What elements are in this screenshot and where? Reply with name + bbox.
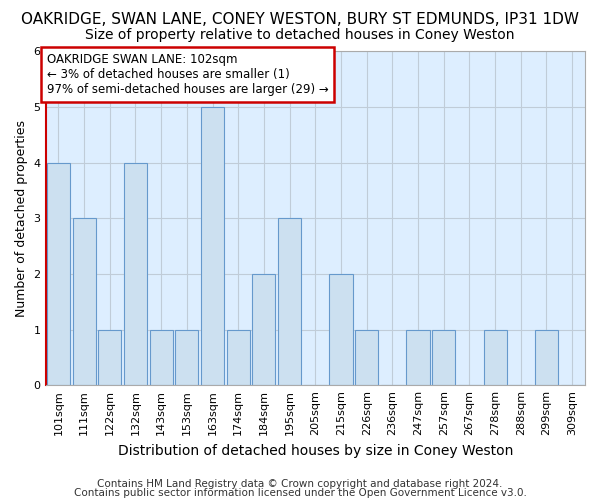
Text: OAKRIDGE, SWAN LANE, CONEY WESTON, BURY ST EDMUNDS, IP31 1DW: OAKRIDGE, SWAN LANE, CONEY WESTON, BURY … xyxy=(21,12,579,28)
Bar xyxy=(484,330,506,385)
Text: Contains public sector information licensed under the Open Government Licence v3: Contains public sector information licen… xyxy=(74,488,526,498)
Bar xyxy=(329,274,353,385)
Text: Size of property relative to detached houses in Coney Weston: Size of property relative to detached ho… xyxy=(85,28,515,42)
Bar xyxy=(278,218,301,385)
Y-axis label: Number of detached properties: Number of detached properties xyxy=(15,120,28,317)
Bar xyxy=(47,162,70,385)
X-axis label: Distribution of detached houses by size in Coney Weston: Distribution of detached houses by size … xyxy=(118,444,513,458)
Text: OAKRIDGE SWAN LANE: 102sqm
← 3% of detached houses are smaller (1)
97% of semi-d: OAKRIDGE SWAN LANE: 102sqm ← 3% of detac… xyxy=(47,53,329,96)
Bar xyxy=(98,330,121,385)
Bar xyxy=(355,330,378,385)
Bar xyxy=(201,107,224,385)
Bar xyxy=(73,218,95,385)
Bar xyxy=(149,330,173,385)
Bar xyxy=(253,274,275,385)
Bar xyxy=(535,330,558,385)
Bar xyxy=(124,162,147,385)
Bar xyxy=(406,330,430,385)
Bar xyxy=(432,330,455,385)
Text: Contains HM Land Registry data © Crown copyright and database right 2024.: Contains HM Land Registry data © Crown c… xyxy=(97,479,503,489)
Bar xyxy=(227,330,250,385)
Bar xyxy=(175,330,199,385)
